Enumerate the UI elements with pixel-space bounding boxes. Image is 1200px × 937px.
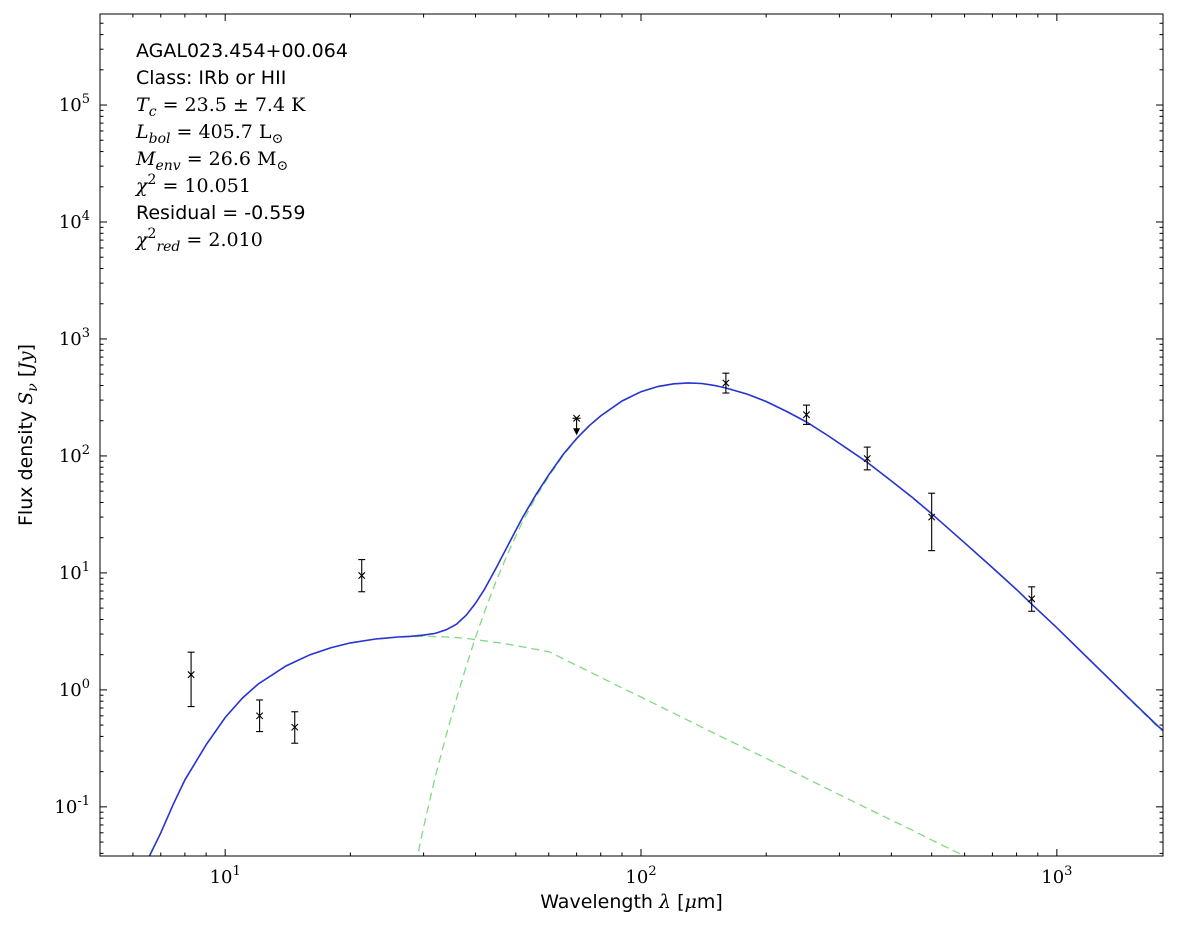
x-axis-label: Wavelength λ [μm] bbox=[540, 891, 723, 913]
data-point bbox=[187, 651, 195, 708]
y-tick-label: 10-1 bbox=[54, 794, 90, 818]
annotation-line: Lbol = 405.7 L⊙ bbox=[135, 121, 283, 147]
y-tick-label: 105 bbox=[59, 92, 90, 116]
annotation-line: χ2red = 2.010 bbox=[134, 226, 263, 255]
data-point bbox=[863, 446, 871, 471]
y-tick-label: 102 bbox=[59, 443, 90, 467]
data-point bbox=[802, 404, 811, 425]
total-model-curve bbox=[148, 382, 1163, 856]
data-point-upper-limit bbox=[572, 414, 581, 436]
data-point bbox=[722, 372, 730, 394]
y-tick-label: 103 bbox=[59, 326, 90, 350]
ticks-group bbox=[100, 14, 1163, 856]
x-tick-label: 101 bbox=[210, 864, 241, 888]
annotation-line: χ2 = 10.051 bbox=[134, 172, 251, 197]
y-tick-label: 104 bbox=[59, 209, 90, 233]
data-point bbox=[928, 492, 936, 552]
data-point bbox=[358, 559, 366, 593]
y-tick-label: 101 bbox=[59, 560, 90, 584]
annotation-line: Residual = -0.559 bbox=[136, 202, 306, 224]
y-axis-label: Flux density Sν [Jy] bbox=[15, 344, 41, 526]
down-arrow-icon bbox=[573, 428, 581, 436]
data-point bbox=[291, 711, 299, 744]
tick-labels-group: 101 102 103 10-1 100 101 102 103 104 105 bbox=[54, 92, 1072, 888]
data-point bbox=[1028, 586, 1036, 612]
x-tick-label: 103 bbox=[1041, 864, 1072, 888]
warm-component-curve bbox=[148, 635, 967, 856]
annotation-block: AGAL023.454+00.064 Class: IRb or HII Tc = … bbox=[134, 40, 348, 255]
annotation-line: Tc = 23.5 ± 7.4 K bbox=[136, 94, 306, 120]
annotation-line: Menv = 26.6 M⊙ bbox=[135, 148, 288, 174]
y-tick-label: 100 bbox=[59, 677, 90, 701]
annotation-line: AGAL023.454+00.064 bbox=[136, 40, 348, 62]
annotation-line: Class: IRb or HII bbox=[136, 67, 286, 89]
plot-frame bbox=[99, 13, 1164, 857]
data-point bbox=[256, 699, 264, 733]
curves-group bbox=[148, 382, 1163, 856]
x-tick-label: 102 bbox=[625, 864, 656, 888]
data-points-group bbox=[187, 372, 1036, 744]
